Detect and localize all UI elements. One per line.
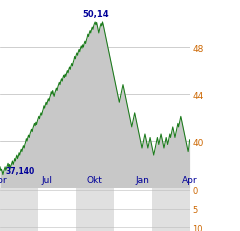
- Bar: [152, 188, 190, 231]
- Bar: [114, 188, 152, 231]
- Text: 50,14: 50,14: [82, 10, 109, 19]
- Bar: [76, 188, 114, 231]
- Bar: [38, 188, 76, 231]
- Bar: [0, 188, 38, 231]
- Text: 37,140: 37,140: [5, 167, 34, 176]
